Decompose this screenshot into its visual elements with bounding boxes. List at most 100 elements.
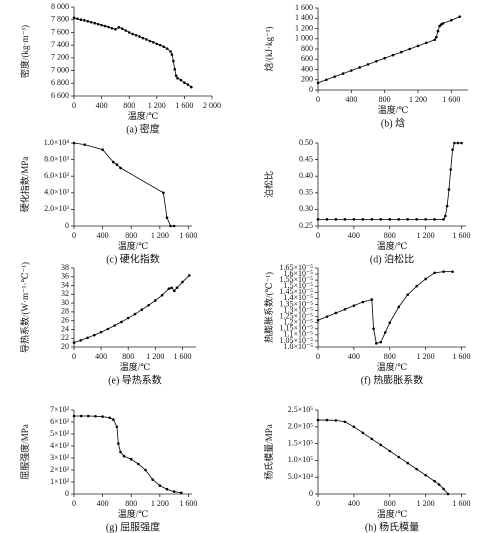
- data-point: [79, 414, 83, 418]
- x-axis-label: 温度/℃: [118, 240, 149, 251]
- data-point: [341, 72, 345, 75]
- data-point: [175, 286, 179, 290]
- y-tick-label: 200: [301, 75, 313, 84]
- data-point: [107, 25, 110, 29]
- caption: (d) 泊松比: [370, 252, 414, 265]
- data-point: [122, 454, 126, 458]
- data-point: [172, 224, 176, 228]
- y-tick-label: 7 000: [51, 65, 69, 74]
- data-point: [316, 418, 320, 422]
- data-point: [433, 479, 436, 483]
- x-tick-label: 1 600: [179, 499, 197, 508]
- x-tick-label: 800: [125, 499, 137, 508]
- data-point: [460, 141, 463, 145]
- data-point: [120, 320, 123, 324]
- data-point: [433, 38, 436, 42]
- data-point: [169, 50, 172, 53]
- x-tick-label: 1 200: [409, 95, 427, 104]
- data-line: [318, 142, 462, 220]
- data-point: [79, 339, 83, 342]
- data-point: [379, 443, 383, 447]
- data-point: [93, 333, 96, 337]
- x-tick-label: 1 600: [173, 352, 191, 361]
- data-point: [79, 18, 83, 22]
- x-axis-label: 温度/℃: [377, 361, 408, 372]
- data-point: [375, 342, 378, 345]
- y-tick-label: 600: [301, 54, 313, 63]
- data-line: [318, 419, 449, 495]
- x-tick-label: 400: [348, 352, 360, 361]
- y-tick-label: 0.50: [299, 138, 313, 147]
- data-point: [106, 327, 110, 331]
- data-point: [86, 20, 90, 23]
- data-point: [436, 29, 440, 33]
- data-point: [415, 467, 418, 471]
- x-tick-label: 1 200: [151, 231, 169, 240]
- data-point: [134, 33, 138, 37]
- y-tick-label: 1.0×10⁵: [288, 455, 314, 464]
- data-point: [101, 148, 104, 151]
- data-point: [99, 330, 103, 334]
- data-point: [408, 47, 411, 51]
- y-axis-label: 焓/(kJ·kg⁻¹): [263, 27, 274, 72]
- x-axis-label: 温度/℃: [118, 508, 149, 519]
- x-tick-label: 400: [97, 499, 109, 508]
- y-tick-label: 1.45×10⁻⁵: [279, 287, 313, 296]
- data-point: [388, 321, 392, 324]
- x-tick-label: 800: [123, 101, 135, 110]
- data-point: [96, 22, 100, 26]
- y-tick-label: 38: [61, 263, 69, 272]
- data-point: [101, 415, 104, 418]
- caption: (a) 密度: [126, 122, 160, 135]
- data-point: [183, 81, 186, 84]
- caption: (e) 导热系数: [108, 373, 162, 386]
- data-point: [370, 298, 374, 301]
- y-tick-label: 800: [301, 44, 313, 53]
- x-axis-label: 温度/℃: [120, 361, 151, 372]
- data-point: [352, 218, 356, 221]
- data-point: [442, 218, 445, 221]
- data-point: [445, 204, 449, 208]
- x-tick-label: 0: [72, 352, 76, 361]
- data-point: [76, 17, 79, 21]
- data-point: [400, 50, 403, 54]
- y-tick-label: 5.0×10⁴: [288, 472, 314, 481]
- caption: (c) 硬化指数: [106, 252, 160, 265]
- data-line: [73, 275, 190, 343]
- x-tick-label: 1 200: [148, 101, 166, 110]
- data-point: [425, 41, 428, 45]
- data-point: [172, 59, 175, 63]
- data-point: [458, 15, 461, 19]
- data-point: [119, 166, 122, 170]
- data-line: [317, 16, 460, 84]
- x-tick-label: 2 000: [203, 101, 221, 110]
- data-point: [129, 457, 133, 461]
- x-tick-label: 1 200: [146, 352, 164, 361]
- y-tick-label: 0.30: [299, 204, 313, 213]
- y-tick-label: 400: [301, 64, 313, 73]
- x-tick-label: 400: [96, 101, 108, 110]
- data-point: [72, 414, 76, 418]
- y-tick-label: 0.25: [299, 221, 313, 230]
- caption: (h) 杨氏模量: [365, 520, 419, 533]
- data-point: [383, 56, 386, 60]
- caption: (g) 屈服强度: [106, 520, 160, 533]
- y-tick-label: 22: [61, 333, 69, 342]
- y-axis-label: 密度/(kg·m⁻³): [19, 25, 30, 78]
- data-point: [451, 270, 454, 273]
- data-point: [361, 300, 365, 304]
- x-tick-label: 400: [95, 352, 107, 361]
- data-point: [415, 218, 418, 221]
- y-tick-label: 7 600: [51, 27, 69, 36]
- data-point: [397, 455, 401, 459]
- data-point: [438, 24, 441, 28]
- data-point: [453, 141, 456, 145]
- data-point: [334, 311, 338, 315]
- data-point: [444, 214, 447, 218]
- data-point: [334, 218, 338, 221]
- y-tick-label: 7 400: [51, 40, 69, 49]
- x-tick-label: 800: [384, 352, 396, 361]
- data-line: [74, 415, 182, 494]
- data-point: [424, 277, 427, 281]
- caption: (b) 焓: [381, 116, 405, 129]
